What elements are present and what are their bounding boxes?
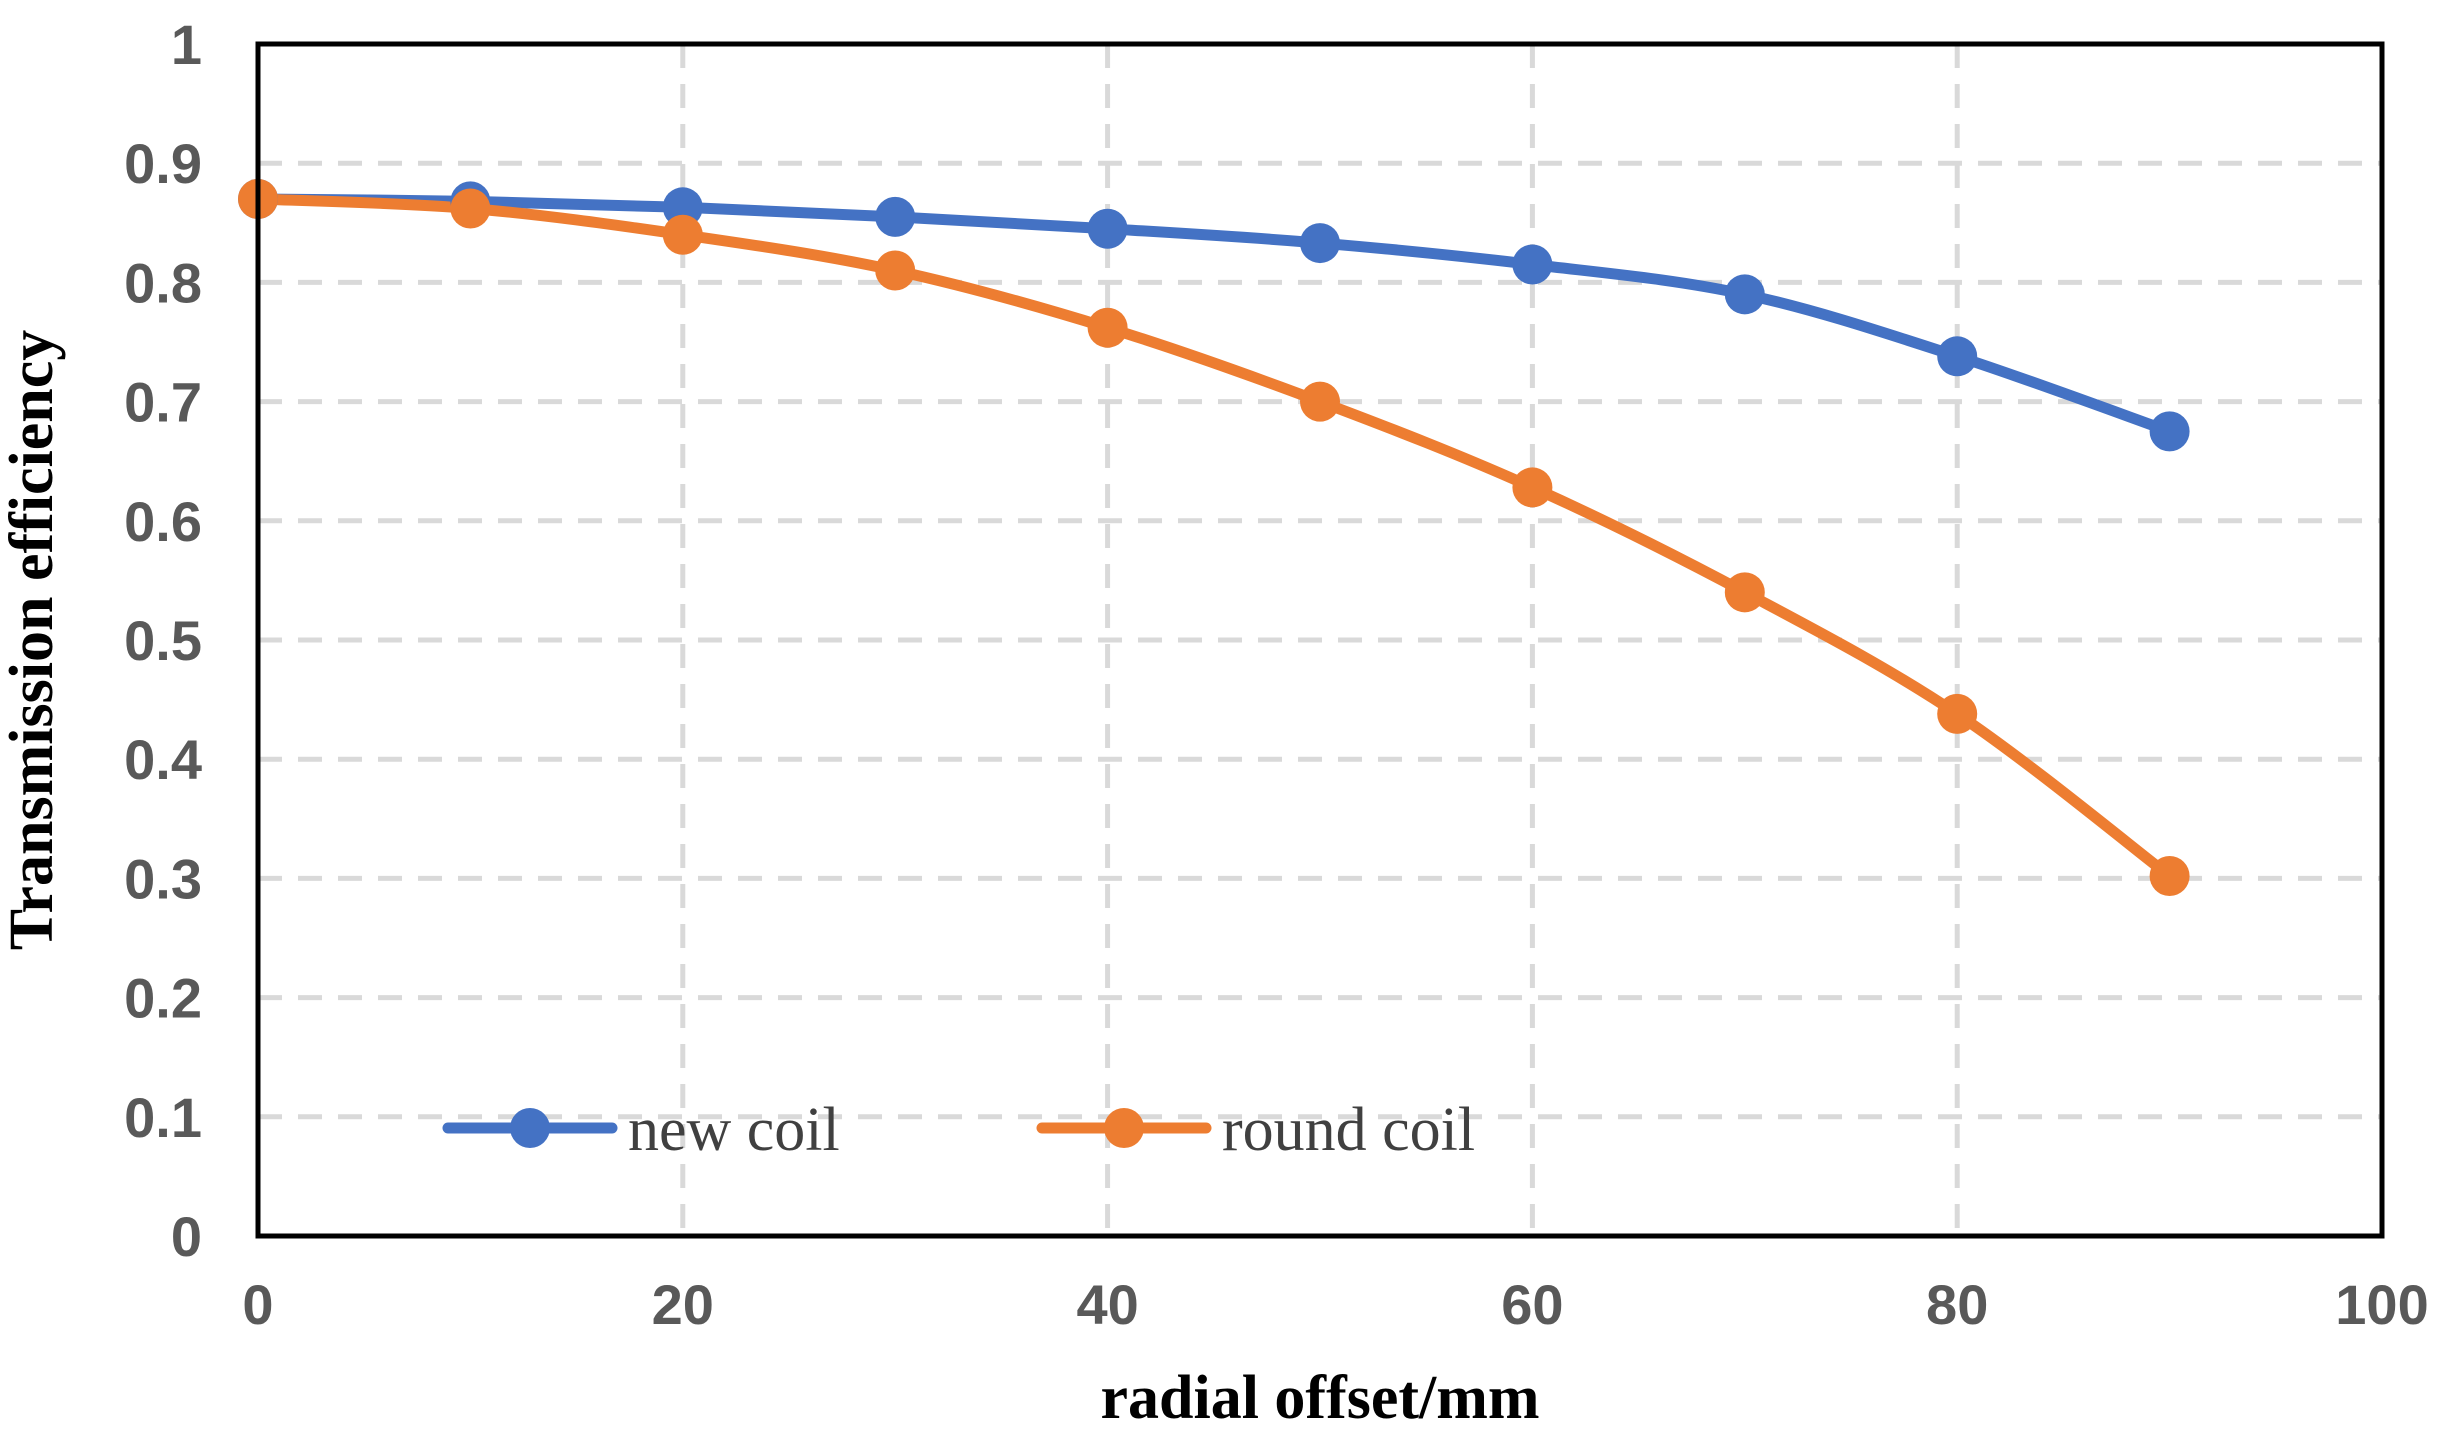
legend-swatch-marker bbox=[510, 1108, 550, 1148]
y-tick-label: 0.7 bbox=[124, 371, 202, 434]
x-tick-label: 100 bbox=[2335, 1273, 2428, 1336]
y-axis-title: Transmission efficiency bbox=[0, 330, 66, 951]
data-point-new-coil bbox=[2149, 411, 2190, 452]
x-axis-ticks: 0 20 40 60 80 100 bbox=[242, 1273, 2428, 1336]
y-tick-label: 0.6 bbox=[124, 490, 202, 553]
data-point-round-coil bbox=[875, 250, 916, 291]
series-markers bbox=[238, 178, 2190, 897]
legend-label: round coil bbox=[1222, 1096, 1475, 1164]
plot-area-frame bbox=[255, 41, 2385, 1239]
y-tick-label: 0.4 bbox=[124, 728, 202, 791]
data-point-round-coil bbox=[2149, 856, 2190, 897]
data-point-round-coil bbox=[662, 214, 703, 255]
x-axis-title: radial offset/mm bbox=[1100, 1364, 1539, 1432]
y-tick-label: 1 bbox=[171, 13, 202, 76]
series-line-round-coil bbox=[252, 193, 2176, 882]
legend-item-new-coil: new coil bbox=[442, 1096, 840, 1164]
legend-item-round-coil: round coil bbox=[1036, 1096, 1475, 1164]
y-tick-label: 0.2 bbox=[124, 967, 202, 1030]
y-axis-ticks: 0 0.1 0.2 0.3 0.4 0.5 0.6 0.7 0.8 0.9 1 bbox=[124, 13, 202, 1268]
data-point-round-coil bbox=[1724, 572, 1765, 613]
data-point-new-coil bbox=[1300, 223, 1340, 264]
data-point-new-coil bbox=[1724, 274, 1765, 315]
y-tick-label: 0.1 bbox=[124, 1086, 202, 1149]
y-tick-label: 0.8 bbox=[124, 251, 202, 314]
data-point-new-coil bbox=[1512, 244, 1553, 285]
legend-swatch-marker bbox=[1104, 1108, 1144, 1148]
y-tick-label: 0.9 bbox=[124, 132, 202, 195]
data-point-round-coil bbox=[450, 188, 491, 229]
legend-label: new coil bbox=[628, 1096, 840, 1164]
data-point-new-coil bbox=[1937, 336, 1978, 377]
x-tick-label: 60 bbox=[1501, 1273, 1563, 1336]
data-point-round-coil bbox=[1300, 381, 1340, 422]
data-point-round-coil bbox=[1512, 467, 1553, 508]
data-point-new-coil bbox=[1087, 208, 1128, 249]
x-tick-label: 0 bbox=[242, 1273, 273, 1336]
x-tick-label: 40 bbox=[1076, 1273, 1138, 1336]
y-tick-label: 0 bbox=[171, 1205, 202, 1268]
x-tick-label: 80 bbox=[1926, 1273, 1988, 1336]
data-point-round-coil bbox=[1937, 693, 1978, 734]
legend: new coil round coil bbox=[442, 1096, 1475, 1164]
series-lines bbox=[252, 193, 2176, 882]
data-point-new-coil bbox=[875, 196, 916, 237]
y-tick-label: 0.5 bbox=[124, 609, 202, 672]
x-tick-label: 20 bbox=[652, 1273, 714, 1336]
series-line-new-coil bbox=[252, 193, 2176, 437]
data-point-round-coil bbox=[1087, 307, 1128, 348]
y-tick-label: 0.3 bbox=[124, 847, 202, 910]
data-point-new-coil bbox=[662, 187, 703, 228]
